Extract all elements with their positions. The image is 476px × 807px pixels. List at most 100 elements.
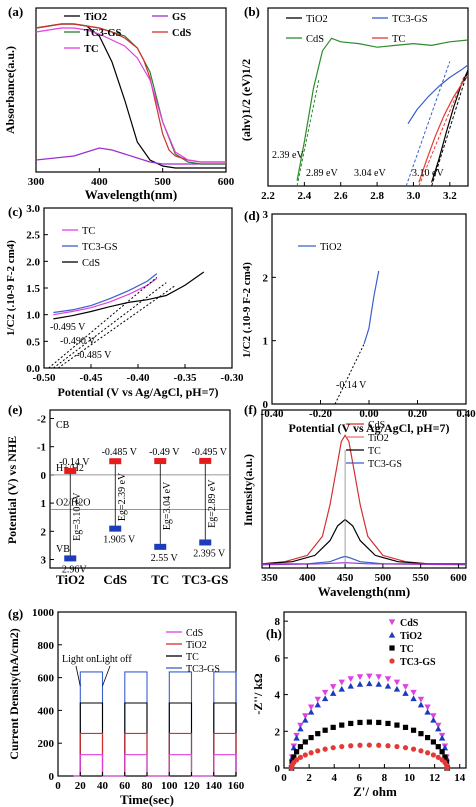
data-point [302,752,308,758]
data-point [291,754,297,760]
cb-bar [199,457,212,464]
data-point [375,680,382,687]
x-tick-label: 500 [375,572,392,584]
annotation-label: -0.14 V [336,380,367,391]
y-tick-label: 1 [263,336,269,348]
series-line-TC [418,75,469,183]
data-point [297,725,304,732]
x-tick-label: 4 [331,772,337,784]
legend-label: TC [84,44,99,55]
x-tick-label: 400 [299,572,316,584]
legend-label: TC3-GS [84,28,122,39]
data-point [338,685,345,692]
y-axis-label: 1/C2 (.10-9 F-2 cm4) [5,240,17,336]
y-tick-label: 4 [275,690,281,702]
material-label: TiO2 [56,572,85,587]
legend-label: TiO2 [368,433,389,444]
data-point [388,619,396,626]
panel-label: (c) [8,204,22,219]
data-point [315,731,321,737]
data-point [290,744,297,751]
series-line-TiO2 [363,270,380,344]
cb-bar [109,458,122,465]
data-point [424,704,431,711]
x-tick-label: 10 [404,772,416,784]
vb-label: VB [56,544,70,555]
x-tick-label: -0.30 [221,372,244,384]
data-point [425,734,431,741]
data-point [402,745,409,751]
y-axis-label: (ahv)1/2 (eV)1/2 [239,59,253,141]
y-tick-label: 3 [41,555,47,567]
x-tick-label: -0.50 [33,372,56,384]
y-tick-label: 0 [49,771,55,783]
y-tick-label: 1000 [32,607,55,619]
x-tick-label: 6 [357,772,363,784]
y-tick-label: 2.5 [26,230,40,242]
y-tick-label: 2 [263,272,269,284]
cb-value-label: -0.14 V [59,457,90,468]
extrapolation-line [53,282,167,369]
data-point [430,716,437,723]
material-label: TC [151,572,169,587]
x-tick-label: -0.35 [174,372,197,384]
series-line-TiO2 [261,434,466,565]
legend-label: TiO2 [306,14,328,25]
data-point [394,722,400,728]
data-point [307,708,315,715]
o-level-label: O2/H2O [56,498,90,509]
panel-label: (b) [244,4,260,19]
x-axis-label: Z'/ ohm [353,784,397,799]
data-point [307,704,315,711]
data-point [348,720,354,727]
y-axis-label: Absorbance(a.u.) [3,46,17,134]
eg-label: Eg=3.04 eV [162,481,173,530]
panel-f-frame [261,409,467,569]
legend-label: TC3-GS [186,664,220,675]
data-point [417,696,425,703]
data-point [366,719,372,725]
legend-label: TC3-GS [82,242,118,253]
data-point [444,765,450,771]
x-tick-label: 100 [161,780,178,792]
data-point [347,682,354,689]
vb-bar [199,539,212,546]
x-tick-label: 120 [183,780,200,792]
annotation-label: 3.04 eV [354,168,386,179]
x-tick-label: 3.2 [443,190,457,202]
series-line-CdS [35,23,226,163]
y-tick-label: 6 [275,653,281,665]
vb-bar [109,525,122,532]
vb-value-label: 1.905 V [103,535,136,546]
series-line-TC3-GS [407,64,469,125]
x-tick-label: 400 [91,176,108,188]
series-line-TiO2 [35,23,226,169]
legend-label: CdS [400,618,419,629]
data-point [385,743,391,749]
panel-label: (g) [8,606,23,621]
data-point [314,696,321,703]
y-tick-label: 3.0 [26,203,40,215]
annotation-label: Light on [62,654,96,665]
x-tick-label: 550 [412,572,429,584]
data-point [418,731,424,737]
legend-label: TiO2 [400,631,422,642]
data-point [302,716,309,723]
data-point [329,684,337,690]
x-axis-label: Wavelength(nm) [318,584,410,599]
series-line-CdS [73,754,237,777]
data-point [410,727,417,733]
panel-h-frame [283,611,467,769]
data-point [389,645,395,651]
x-tick-label: 300 [28,176,45,188]
y-axis-label: -Z''/ kΩ [251,673,265,715]
legend-label: CdS [186,628,203,639]
data-point [410,695,417,702]
data-point [339,722,345,728]
data-point [302,739,308,745]
eg-label: Eg=3.10 eV [72,492,83,541]
data-point [366,673,373,680]
x-tick-label: 2.6 [334,190,348,202]
vb-value-label: 2.55 V [151,553,179,564]
legend-label: TC3-GS [400,657,436,668]
